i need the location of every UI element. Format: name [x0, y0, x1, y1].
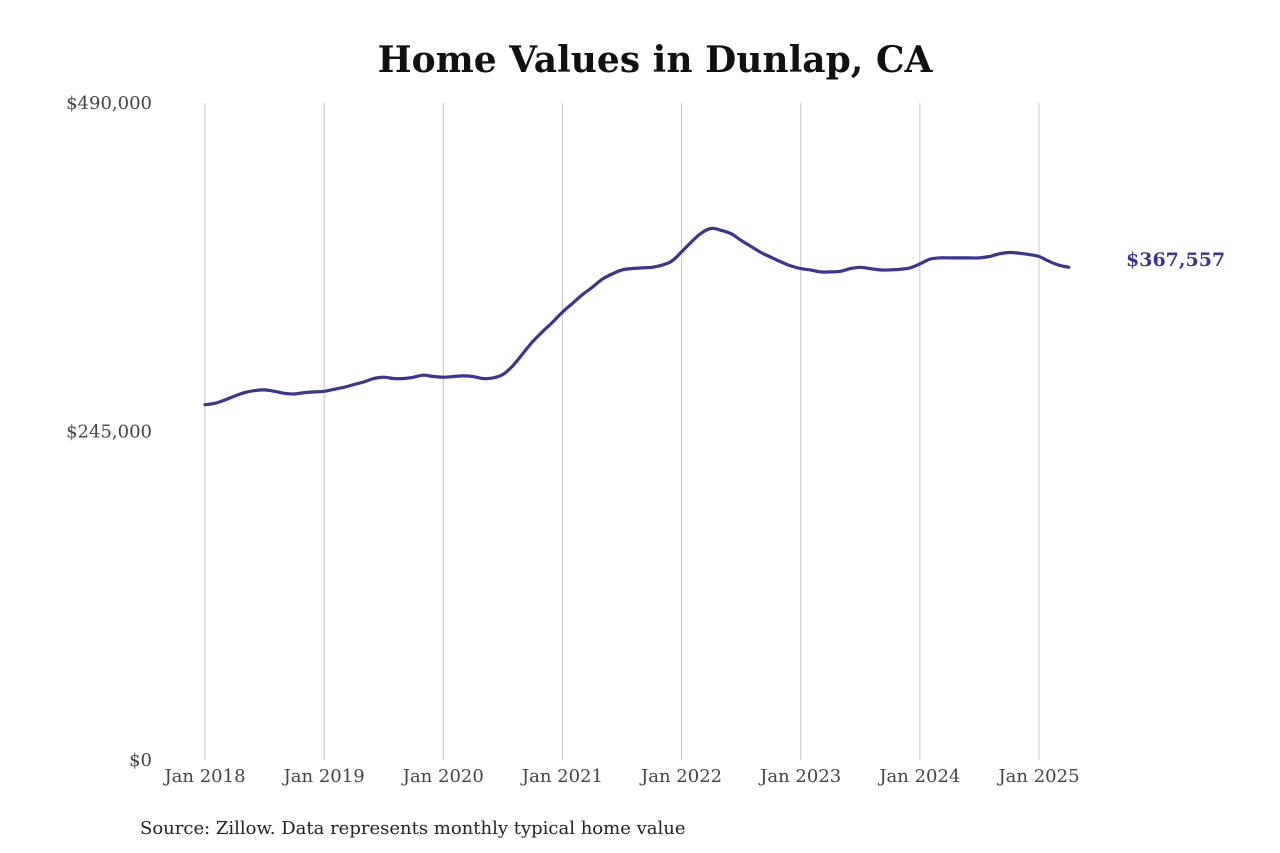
x-tick-label: Jan 2019 — [282, 766, 365, 787]
y-tick-label: $0 — [129, 750, 152, 771]
series-layer — [203, 226, 1071, 407]
x-tick-label: Jan 2018 — [162, 766, 245, 787]
chart-title: Home Values in Dunlap, CA — [378, 39, 934, 81]
x-tick-label: Jan 2022 — [639, 766, 722, 787]
x-tick-label: Jan 2024 — [877, 766, 960, 787]
y-tick-label: $490,000 — [66, 93, 152, 114]
vertical-gridlines — [204, 103, 1040, 760]
x-tick-label: Jan 2023 — [758, 766, 841, 787]
x-tick-label: Jan 2020 — [401, 766, 484, 787]
x-tick-label: Jan 2025 — [996, 766, 1079, 787]
y-tick-label: $245,000 — [66, 422, 152, 443]
x-tick-label: Jan 2021 — [520, 766, 603, 787]
x-axis-tick-labels: Jan 2018 Jan 2019 Jan 2020 Jan 2021 Jan 2022… — [162, 766, 1079, 787]
source-note: Source: Zillow. Data represents monthly … — [140, 818, 686, 839]
y-axis-tick-labels: $0 $245,000 $490,000 — [66, 93, 152, 771]
series-line — [203, 226, 1071, 407]
end-value-label: $367,557 — [1126, 249, 1225, 271]
